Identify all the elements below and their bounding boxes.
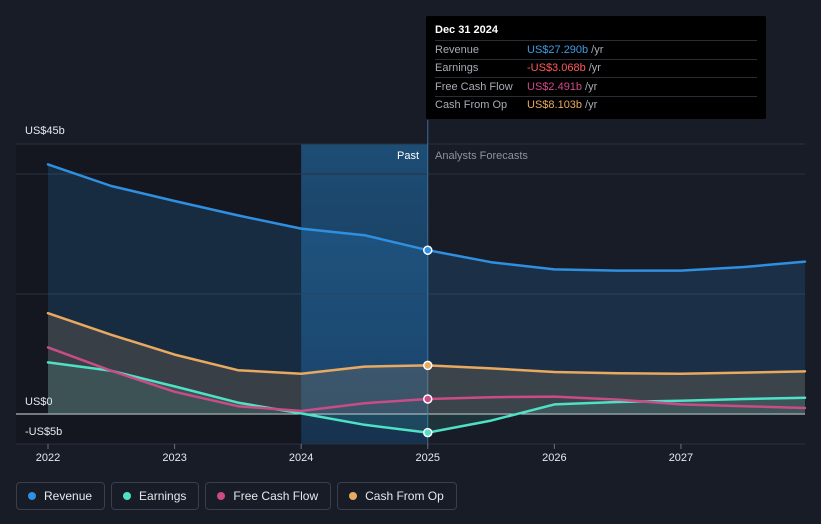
y-tick-label-zero: US$0 — [25, 396, 53, 408]
past-label: Past — [396, 150, 419, 162]
tooltip-unit: /yr — [588, 62, 601, 75]
tooltip-label: Cash From Op — [435, 99, 508, 112]
tooltip-value: US$27.290b — [527, 43, 589, 56]
legend-label: Free Cash Flow — [233, 489, 319, 503]
legend-item-cash-from-op[interactable]: Cash From Op — [337, 482, 457, 510]
forecast-label: Analysts Forecasts — [435, 150, 528, 162]
tooltip-value: US$8.103b — [527, 99, 583, 112]
y-tick-label-top: US$45b — [25, 125, 65, 137]
series-area-cash-from-op — [48, 313, 805, 414]
data-point-marker-revenue — [423, 245, 433, 255]
tooltip-panel: Dec 31 2024 Revenue US$27.290b /yr Earni… — [426, 16, 766, 119]
x-tick-label: 2024 — [289, 452, 313, 464]
tooltip-label: Earnings — [435, 62, 479, 75]
x-tick-label: 2025 — [416, 452, 440, 464]
legend-item-earnings[interactable]: Earnings — [111, 482, 200, 510]
tooltip-date: Dec 31 2024 — [435, 24, 498, 36]
legend-dot-icon — [123, 492, 132, 500]
y-tick-label-bottom: -US$5b — [25, 426, 63, 438]
x-tick-label: 2027 — [669, 452, 693, 464]
tooltip-unit: /yr — [585, 99, 598, 112]
legend-label: Earnings — [139, 489, 187, 503]
legend-dot-icon — [349, 492, 358, 500]
tooltip-unit: /yr — [591, 43, 604, 56]
tooltip-value: -US$3.068b — [527, 62, 586, 75]
tooltip-label: Free Cash Flow — [435, 80, 513, 93]
legend-label: Cash From Op — [365, 489, 444, 503]
tooltip-row-revenue: Revenue US$27.290b /yr — [435, 40, 757, 59]
tooltip-row-earnings: Earnings -US$3.068b /yr — [435, 58, 757, 78]
legend-item-revenue[interactable]: Revenue — [16, 482, 106, 510]
x-tick-label: 2023 — [162, 452, 186, 464]
tooltip-unit: /yr — [585, 80, 598, 93]
data-point-marker-cash-from-op — [423, 360, 433, 371]
series-area-revenue — [48, 164, 805, 414]
tooltip-label: Revenue — [435, 43, 480, 56]
data-point-marker-free-cash-flow — [423, 394, 433, 404]
x-tick-label: 2026 — [542, 452, 566, 464]
tooltip-value: US$2.491b — [527, 80, 583, 93]
x-tick-label: 2022 — [36, 452, 60, 464]
data-point-marker-earnings — [423, 427, 433, 438]
legend-label: Revenue — [44, 489, 93, 503]
legend-dot-icon — [28, 492, 36, 500]
legend-dot-icon — [217, 492, 226, 500]
legend-item-free-cash-flow[interactable]: Free Cash Flow — [205, 482, 332, 510]
tooltip-row-free-cash-flow: Free Cash Flow US$2.491b /yr — [435, 77, 757, 96]
legend: Revenue Earnings Free Cash Flow Cash Fro… — [16, 482, 457, 510]
tooltip-row-cash-from-op: Cash From Op US$8.103b /yr — [435, 95, 757, 115]
